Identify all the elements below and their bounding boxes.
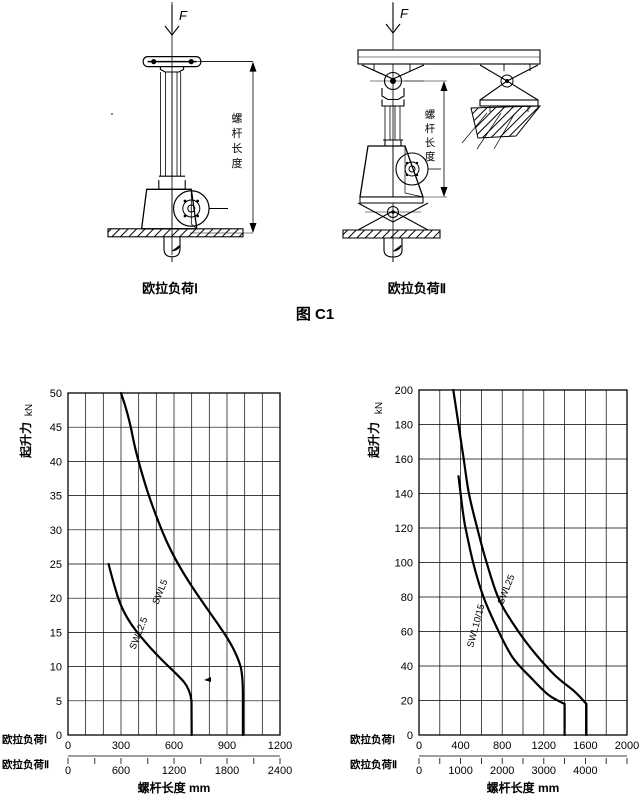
svg-text:1000: 1000 <box>448 765 472 777</box>
svg-text:600: 600 <box>112 765 130 777</box>
svg-text:1200: 1200 <box>268 740 292 752</box>
svg-text:200: 200 <box>395 385 413 397</box>
svg-text:度: 度 <box>232 156 243 170</box>
svg-text:SWL2.5: SWL2.5 <box>128 616 151 651</box>
svg-text:螺: 螺 <box>425 109 436 121</box>
svg-text:1600: 1600 <box>573 740 597 752</box>
svg-text:2000: 2000 <box>615 740 639 752</box>
svg-text:25: 25 <box>50 559 62 571</box>
svg-text:F: F <box>179 8 188 23</box>
svg-text:杆: 杆 <box>425 122 436 135</box>
svg-text:欧拉负荷Ⅱ: 欧拉负荷Ⅱ <box>2 758 49 771</box>
svg-text:0: 0 <box>416 740 422 752</box>
svg-text:杆: 杆 <box>232 126 243 140</box>
svg-text:0: 0 <box>56 730 62 742</box>
svg-text:2000: 2000 <box>490 765 514 777</box>
svg-text:80: 80 <box>401 592 413 604</box>
svg-text:kN: kN <box>24 404 35 416</box>
svg-text:0: 0 <box>416 765 422 777</box>
svg-text:30: 30 <box>50 525 62 537</box>
svg-text:40: 40 <box>401 661 413 673</box>
svg-text:欧拉负荷Ⅱ: 欧拉负荷Ⅱ <box>350 758 397 771</box>
svg-text:3000: 3000 <box>532 765 556 777</box>
svg-text:180: 180 <box>395 420 413 432</box>
svg-text:0: 0 <box>407 730 413 742</box>
svg-text:50: 50 <box>50 388 62 400</box>
svg-text:螺杆长度 mm: 螺杆长度 mm <box>487 780 560 795</box>
svg-text:kN: kN <box>374 402 385 414</box>
svg-text:度: 度 <box>425 150 436 163</box>
svg-text:起升力: 起升力 <box>18 422 33 459</box>
svg-text:SWL25: SWL25 <box>496 573 518 606</box>
svg-text:欧拉负荷Ⅰ: 欧拉负荷Ⅰ <box>350 733 395 746</box>
svg-text:F: F <box>400 6 409 21</box>
svg-text:800: 800 <box>493 740 511 752</box>
svg-text:5: 5 <box>56 696 62 708</box>
svg-text:160: 160 <box>395 454 413 466</box>
svg-text:20: 20 <box>50 593 62 605</box>
svg-text:900: 900 <box>218 740 236 752</box>
svg-text:0: 0 <box>65 740 71 752</box>
svg-text:10: 10 <box>50 662 62 674</box>
svg-text:起升力: 起升力 <box>366 422 381 459</box>
svg-text:长: 长 <box>425 137 436 149</box>
svg-text:欧拉负荷Ⅰ: 欧拉负荷Ⅰ <box>2 733 47 746</box>
svg-text:2400: 2400 <box>268 765 292 777</box>
svg-text:120: 120 <box>395 523 413 535</box>
svg-text:0: 0 <box>65 765 71 777</box>
svg-text:45: 45 <box>50 422 62 434</box>
svg-text:140: 140 <box>395 489 413 501</box>
svg-text:SWL10/15: SWL10/15 <box>465 603 487 649</box>
svg-text:螺: 螺 <box>232 112 243 125</box>
svg-text:1200: 1200 <box>162 765 186 777</box>
svg-text:4000: 4000 <box>573 765 597 777</box>
svg-text:15: 15 <box>50 627 62 639</box>
svg-text:60: 60 <box>401 627 413 639</box>
svg-text:100: 100 <box>395 558 413 570</box>
svg-text:600: 600 <box>165 740 183 752</box>
svg-text:长: 长 <box>232 142 243 155</box>
svg-text:35: 35 <box>50 491 62 503</box>
svg-text:20: 20 <box>401 696 413 708</box>
svg-text:螺杆长度 mm: 螺杆长度 mm <box>138 780 211 795</box>
svg-text:1800: 1800 <box>215 765 239 777</box>
svg-text:40: 40 <box>50 456 62 468</box>
svg-text:SWL5: SWL5 <box>151 578 171 606</box>
svg-text:1200: 1200 <box>532 740 556 752</box>
svg-text:400: 400 <box>451 740 469 752</box>
svg-text:300: 300 <box>112 740 130 752</box>
